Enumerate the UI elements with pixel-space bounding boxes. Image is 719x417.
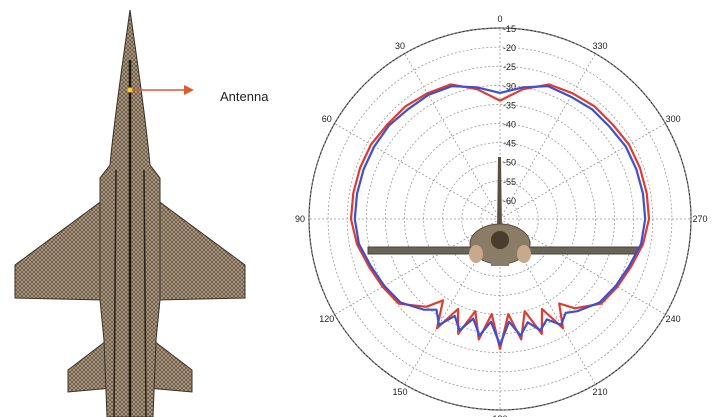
- angle-tick-label: 300: [666, 114, 681, 124]
- antenna-marker: [127, 87, 133, 93]
- series-line-red: [349, 83, 651, 350]
- radial-tick-label: -60: [503, 196, 516, 206]
- polar-grid-ring: [308, 27, 692, 411]
- angle-tick-label: 240: [666, 314, 681, 324]
- angle-tick-label: 210: [592, 387, 607, 397]
- angle-tick-label: 270: [692, 214, 707, 224]
- polar-spoke: [499, 53, 596, 220]
- angle-tick-label: 60: [322, 114, 332, 124]
- polar-radiation-chart: 0 30 60 90 120 150 180 210 240 270 300 330 -15 -20 -25…: [295, 14, 708, 417]
- polar-tick-labels: 0 30 60 90 120 150 180 210 240 270 300 330 -15 -20 -25…: [295, 14, 708, 417]
- radial-tick-label: -25: [503, 62, 516, 72]
- aircraft-wing-right: [156, 199, 246, 301]
- silhouette-fin: [497, 157, 502, 232]
- angle-tick-label: 90: [295, 214, 305, 224]
- silhouette-intake-left: [469, 245, 483, 263]
- polar-grid-ring: [327, 46, 673, 392]
- angle-tick-label: 180: [492, 414, 507, 417]
- polar-grid-ring: [384, 104, 615, 334]
- angle-tick-label: 0: [497, 14, 502, 24]
- radial-tick-label: -50: [503, 158, 516, 168]
- antenna-label: Antenna: [220, 89, 269, 104]
- aircraft-mesh-model: Antenna: [14, 9, 269, 417]
- radial-tick-label: -20: [503, 43, 516, 53]
- angle-tick-label: 30: [395, 41, 405, 51]
- fuselage-seam-right: [143, 169, 147, 417]
- silhouette-gear: [491, 256, 509, 266]
- aircraft-wing-left: [14, 199, 104, 301]
- polar-grid-ring: [404, 123, 596, 315]
- series-line-blue: [353, 85, 647, 347]
- aircraft-front-silhouette: [367, 157, 639, 266]
- fuselage-seam-left: [113, 169, 117, 417]
- polar-grid-ring: [461, 180, 539, 258]
- polar-spoke: [404, 53, 501, 220]
- angle-tick-label: 120: [319, 314, 334, 324]
- radial-tick-label: -45: [503, 139, 516, 149]
- angle-tick-label: 330: [592, 41, 607, 51]
- polar-series: [349, 83, 651, 350]
- radial-tick-label: -35: [503, 100, 516, 110]
- radial-tick-label: -30: [503, 81, 516, 91]
- silhouette-intake-right: [517, 245, 531, 263]
- antenna-arrow-head: [184, 85, 194, 95]
- angle-tick-label: 150: [392, 387, 407, 397]
- radial-tick-label: -55: [503, 177, 516, 187]
- radial-tick-label: -15: [503, 24, 516, 34]
- radial-tick-label: -40: [503, 120, 516, 130]
- silhouette-nose: [491, 231, 509, 249]
